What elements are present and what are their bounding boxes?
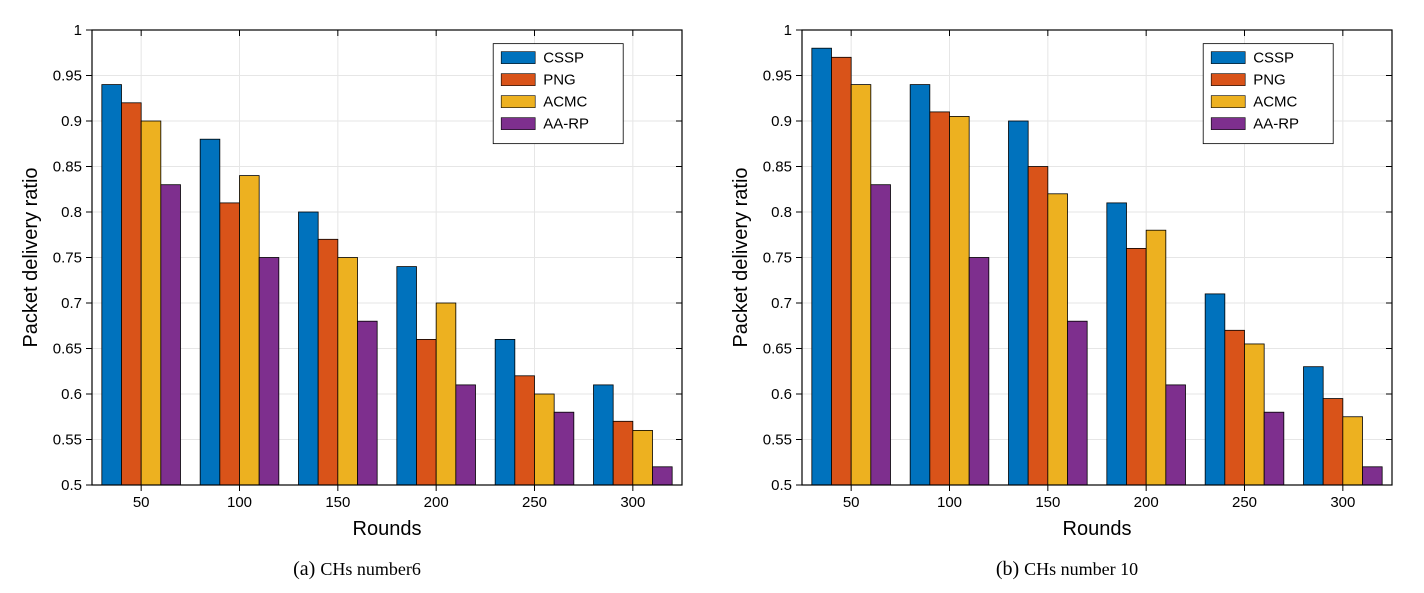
panel-a: 0.50.550.60.650.70.750.80.850.90.9515010… <box>12 10 702 581</box>
svg-text:0.9: 0.9 <box>771 113 792 130</box>
svg-text:ACMC: ACMC <box>543 94 587 111</box>
svg-text:PNG: PNG <box>1253 72 1286 89</box>
svg-text:250: 250 <box>522 494 547 511</box>
svg-text:Rounds: Rounds <box>353 518 422 540</box>
svg-text:0.8: 0.8 <box>61 204 82 221</box>
svg-text:0.55: 0.55 <box>763 432 792 449</box>
svg-text:AA-RP: AA-RP <box>1253 116 1299 133</box>
svg-text:Packet delivery ratio: Packet delivery ratio <box>730 167 752 347</box>
svg-text:0.95: 0.95 <box>763 68 792 85</box>
svg-text:0.6: 0.6 <box>61 386 82 403</box>
svg-text:0.8: 0.8 <box>771 204 792 221</box>
svg-text:100: 100 <box>227 494 252 511</box>
svg-text:ACMC: ACMC <box>1253 94 1297 111</box>
chart-a: 0.50.550.60.650.70.750.80.850.90.9515010… <box>12 10 702 550</box>
svg-text:0.75: 0.75 <box>53 250 82 267</box>
svg-text:0.7: 0.7 <box>61 295 82 312</box>
panel-b: 0.50.550.60.650.70.750.80.850.90.9515010… <box>722 10 1412 581</box>
figure-container: 0.50.550.60.650.70.750.80.850.90.9515010… <box>10 10 1414 581</box>
svg-text:300: 300 <box>1330 494 1355 511</box>
svg-text:0.55: 0.55 <box>53 432 82 449</box>
svg-text:0.7: 0.7 <box>771 295 792 312</box>
svg-text:1: 1 <box>74 22 82 39</box>
svg-text:0.85: 0.85 <box>53 159 82 176</box>
chart-b: 0.50.550.60.650.70.750.80.850.90.9515010… <box>722 10 1412 550</box>
svg-text:Packet delivery ratio: Packet delivery ratio <box>20 167 42 347</box>
svg-text:CSSP: CSSP <box>1253 50 1294 67</box>
svg-text:0.75: 0.75 <box>763 250 792 267</box>
svg-text:0.6: 0.6 <box>771 386 792 403</box>
svg-text:PNG: PNG <box>543 72 576 89</box>
caption-a-prefix: (a) <box>293 558 320 580</box>
svg-text:Rounds: Rounds <box>1063 518 1132 540</box>
caption-b-prefix: (b) <box>996 558 1024 580</box>
svg-text:100: 100 <box>937 494 962 511</box>
svg-text:50: 50 <box>843 494 860 511</box>
svg-text:0.65: 0.65 <box>763 341 792 358</box>
svg-text:0.95: 0.95 <box>53 68 82 85</box>
svg-text:300: 300 <box>620 494 645 511</box>
caption-b-text: CHs number 10 <box>1024 559 1138 579</box>
svg-text:0.9: 0.9 <box>61 113 82 130</box>
svg-text:0.5: 0.5 <box>771 477 792 494</box>
svg-text:150: 150 <box>1035 494 1060 511</box>
svg-text:0.85: 0.85 <box>763 159 792 176</box>
svg-text:50: 50 <box>133 494 150 511</box>
caption-a-text: CHs number6 <box>320 559 421 579</box>
svg-text:0.65: 0.65 <box>53 341 82 358</box>
svg-text:1: 1 <box>784 22 792 39</box>
svg-text:AA-RP: AA-RP <box>543 116 589 133</box>
svg-text:CSSP: CSSP <box>543 50 584 67</box>
svg-text:200: 200 <box>424 494 449 511</box>
svg-text:250: 250 <box>1232 494 1257 511</box>
svg-text:0.5: 0.5 <box>61 477 82 494</box>
svg-text:150: 150 <box>325 494 350 511</box>
caption-a: (a) CHs number6 <box>293 558 421 581</box>
caption-b: (b) CHs number 10 <box>996 558 1138 581</box>
svg-text:200: 200 <box>1134 494 1159 511</box>
